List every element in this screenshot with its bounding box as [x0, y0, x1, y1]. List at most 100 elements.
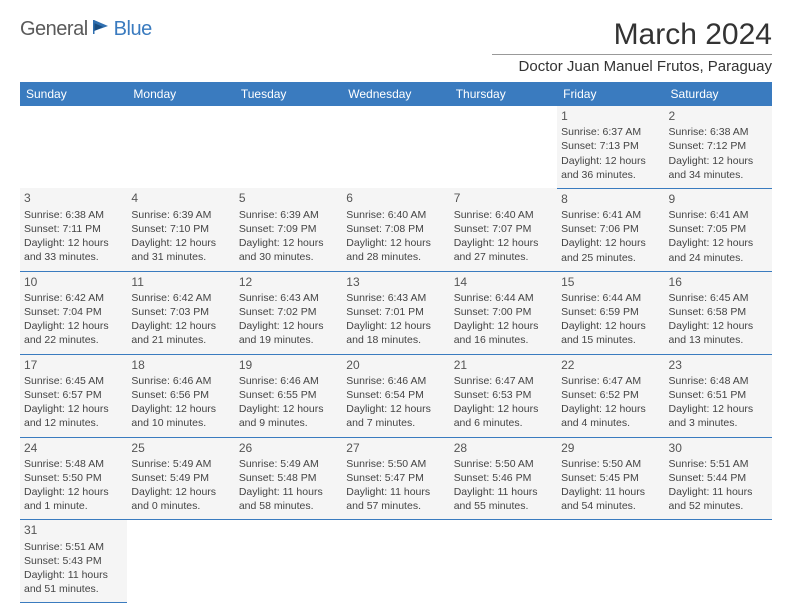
daylight-text: Daylight: 12 hours and 3 minutes. [669, 402, 768, 430]
location: Doctor Juan Manuel Frutos, Paraguay [492, 54, 772, 75]
sunset-text: Sunset: 5:43 PM [24, 554, 123, 568]
sunset-text: Sunset: 7:11 PM [24, 222, 123, 236]
daylight-text: Daylight: 12 hours and 28 minutes. [346, 236, 445, 264]
day-number: 14 [454, 274, 553, 290]
sunset-text: Sunset: 5:45 PM [561, 471, 660, 485]
day-number: 24 [24, 440, 123, 456]
calendar-cell [127, 106, 234, 188]
sunset-text: Sunset: 5:44 PM [669, 471, 768, 485]
sunrise-text: Sunrise: 5:51 AM [669, 457, 768, 471]
daylight-text: Daylight: 12 hours and 34 minutes. [669, 154, 768, 182]
calendar-cell: 20Sunrise: 6:46 AMSunset: 6:54 PMDayligh… [342, 354, 449, 437]
sunset-text: Sunset: 5:48 PM [239, 471, 338, 485]
sunrise-text: Sunrise: 5:48 AM [24, 457, 123, 471]
sunset-text: Sunset: 6:53 PM [454, 388, 553, 402]
sunset-text: Sunset: 7:09 PM [239, 222, 338, 236]
sunrise-text: Sunrise: 6:40 AM [454, 208, 553, 222]
calendar-cell: 2Sunrise: 6:38 AMSunset: 7:12 PMDaylight… [665, 106, 772, 188]
sunrise-text: Sunrise: 5:50 AM [346, 457, 445, 471]
calendar-cell: 7Sunrise: 6:40 AMSunset: 7:07 PMDaylight… [450, 188, 557, 271]
weekday-header: Thursday [450, 82, 557, 106]
title-block: March 2024 Doctor Juan Manuel Frutos, Pa… [492, 18, 772, 76]
sunset-text: Sunset: 6:52 PM [561, 388, 660, 402]
sunrise-text: Sunrise: 5:50 AM [561, 457, 660, 471]
sunrise-text: Sunrise: 6:48 AM [669, 374, 768, 388]
calendar-cell: 3Sunrise: 6:38 AMSunset: 7:11 PMDaylight… [20, 188, 127, 271]
calendar-cell: 9Sunrise: 6:41 AMSunset: 7:05 PMDaylight… [665, 188, 772, 271]
sunset-text: Sunset: 6:57 PM [24, 388, 123, 402]
day-number: 21 [454, 357, 553, 373]
sunrise-text: Sunrise: 6:41 AM [561, 208, 660, 222]
calendar-cell [127, 520, 234, 603]
daylight-text: Daylight: 11 hours and 54 minutes. [561, 485, 660, 513]
sunset-text: Sunset: 6:51 PM [669, 388, 768, 402]
calendar-cell: 10Sunrise: 6:42 AMSunset: 7:04 PMDayligh… [20, 271, 127, 354]
sunrise-text: Sunrise: 6:40 AM [346, 208, 445, 222]
sunset-text: Sunset: 5:47 PM [346, 471, 445, 485]
sunset-text: Sunset: 6:58 PM [669, 305, 768, 319]
calendar-cell [557, 520, 664, 603]
daylight-text: Daylight: 11 hours and 58 minutes. [239, 485, 338, 513]
weekday-header: Saturday [665, 82, 772, 106]
sunrise-text: Sunrise: 6:45 AM [24, 374, 123, 388]
sunrise-text: Sunrise: 6:43 AM [346, 291, 445, 305]
sunset-text: Sunset: 7:06 PM [561, 222, 660, 236]
weekday-header: Tuesday [235, 82, 342, 106]
daylight-text: Daylight: 12 hours and 10 minutes. [131, 402, 230, 430]
daylight-text: Daylight: 12 hours and 21 minutes. [131, 319, 230, 347]
sunset-text: Sunset: 6:54 PM [346, 388, 445, 402]
sunset-text: Sunset: 5:46 PM [454, 471, 553, 485]
day-number: 12 [239, 274, 338, 290]
sunrise-text: Sunrise: 6:39 AM [131, 208, 230, 222]
daylight-text: Daylight: 12 hours and 1 minute. [24, 485, 123, 513]
sunrise-text: Sunrise: 6:43 AM [239, 291, 338, 305]
sunset-text: Sunset: 7:03 PM [131, 305, 230, 319]
day-number: 4 [131, 190, 230, 206]
sunrise-text: Sunrise: 6:45 AM [669, 291, 768, 305]
logo-text-general: General [20, 18, 88, 41]
sunrise-text: Sunrise: 6:47 AM [561, 374, 660, 388]
calendar-cell: 23Sunrise: 6:48 AMSunset: 6:51 PMDayligh… [665, 354, 772, 437]
day-number: 18 [131, 357, 230, 373]
day-number: 3 [24, 190, 123, 206]
day-number: 20 [346, 357, 445, 373]
daylight-text: Daylight: 12 hours and 33 minutes. [24, 236, 123, 264]
sunrise-text: Sunrise: 6:41 AM [669, 208, 768, 222]
calendar-cell: 29Sunrise: 5:50 AMSunset: 5:45 PMDayligh… [557, 437, 664, 520]
weekday-header: Sunday [20, 82, 127, 106]
calendar-cell: 1Sunrise: 6:37 AMSunset: 7:13 PMDaylight… [557, 106, 664, 188]
month-title: March 2024 [492, 18, 772, 52]
calendar-cell: 15Sunrise: 6:44 AMSunset: 6:59 PMDayligh… [557, 271, 664, 354]
calendar-cell: 5Sunrise: 6:39 AMSunset: 7:09 PMDaylight… [235, 188, 342, 271]
sunrise-text: Sunrise: 6:47 AM [454, 374, 553, 388]
daylight-text: Daylight: 12 hours and 36 minutes. [561, 154, 660, 182]
daylight-text: Daylight: 12 hours and 25 minutes. [561, 236, 660, 264]
day-number: 13 [346, 274, 445, 290]
calendar-table: SundayMondayTuesdayWednesdayThursdayFrid… [20, 82, 772, 603]
calendar-cell [20, 106, 127, 188]
sunrise-text: Sunrise: 5:50 AM [454, 457, 553, 471]
calendar-cell: 21Sunrise: 6:47 AMSunset: 6:53 PMDayligh… [450, 354, 557, 437]
sunset-text: Sunset: 7:08 PM [346, 222, 445, 236]
daylight-text: Daylight: 11 hours and 51 minutes. [24, 568, 123, 596]
calendar-cell [235, 520, 342, 603]
day-number: 30 [669, 440, 768, 456]
sunrise-text: Sunrise: 6:44 AM [561, 291, 660, 305]
calendar-row: 10Sunrise: 6:42 AMSunset: 7:04 PMDayligh… [20, 271, 772, 354]
logo-text-blue: Blue [114, 18, 152, 41]
daylight-text: Daylight: 11 hours and 55 minutes. [454, 485, 553, 513]
sunrise-text: Sunrise: 6:44 AM [454, 291, 553, 305]
calendar-cell: 11Sunrise: 6:42 AMSunset: 7:03 PMDayligh… [127, 271, 234, 354]
flag-icon [92, 18, 114, 41]
day-number: 6 [346, 190, 445, 206]
sunset-text: Sunset: 6:59 PM [561, 305, 660, 319]
calendar-cell: 31Sunrise: 5:51 AMSunset: 5:43 PMDayligh… [20, 520, 127, 603]
day-number: 16 [669, 274, 768, 290]
sunrise-text: Sunrise: 6:42 AM [131, 291, 230, 305]
daylight-text: Daylight: 12 hours and 7 minutes. [346, 402, 445, 430]
calendar-cell: 26Sunrise: 5:49 AMSunset: 5:48 PMDayligh… [235, 437, 342, 520]
sunrise-text: Sunrise: 6:37 AM [561, 125, 660, 139]
sunset-text: Sunset: 7:13 PM [561, 139, 660, 153]
daylight-text: Daylight: 12 hours and 13 minutes. [669, 319, 768, 347]
sunset-text: Sunset: 5:49 PM [131, 471, 230, 485]
